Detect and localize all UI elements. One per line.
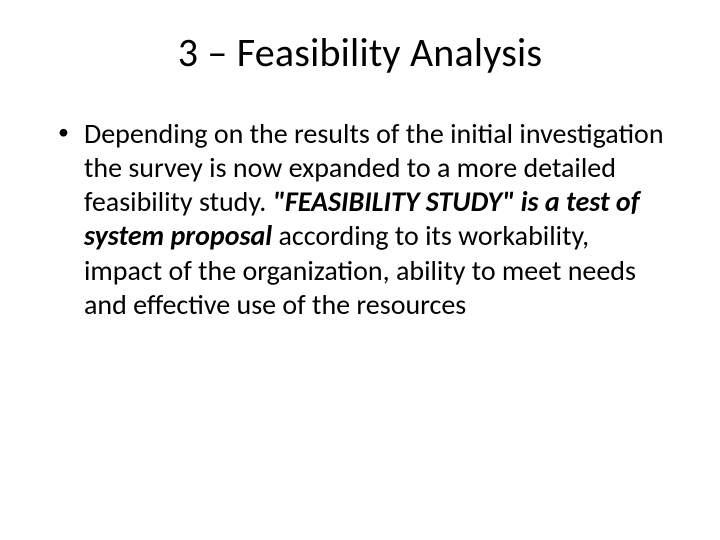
- bullet-item: Depending on the results of the initial …: [58, 117, 670, 322]
- slide: 3 – Feasibility Analysis Depending on th…: [0, 0, 720, 540]
- bullet-list: Depending on the results of the initial …: [40, 117, 680, 322]
- slide-title: 3 – Feasibility Analysis: [40, 28, 680, 77]
